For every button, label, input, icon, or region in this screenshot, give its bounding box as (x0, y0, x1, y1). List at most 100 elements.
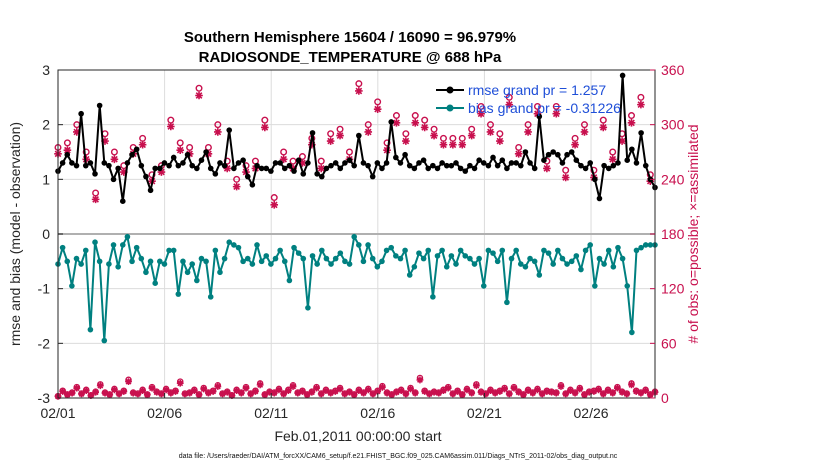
bias-series-point-113 (578, 266, 584, 273)
rmse-series-point-90 (471, 165, 478, 172)
bias-series-point-75 (402, 247, 408, 254)
bottom-obs-assimilated-6 (82, 387, 90, 395)
rmse-series-point-2 (64, 151, 71, 158)
bias-series-point-56 (314, 261, 320, 267)
bottom-obs-assimilated-53 (303, 391, 311, 399)
obs-possible-point-8 (92, 189, 100, 197)
rmse-series-point-111 (568, 149, 575, 155)
rmse-series-point-93 (485, 162, 492, 169)
bottom-obs-assimilated-47 (275, 386, 283, 394)
bottom-obs-assimilated-83 (444, 384, 452, 392)
obs-assimilated-point-92 (486, 128, 495, 136)
rmse-series-point-69 (374, 160, 381, 166)
bias-series-point-124 (629, 329, 635, 336)
bottom-obs-assimilated-73 (397, 387, 405, 395)
rmse-series-point-68 (369, 173, 376, 180)
bias-series-point-30 (194, 277, 200, 284)
obs-assimilated-point-80 (430, 131, 438, 140)
bias-series-point-31 (198, 255, 205, 262)
x-tick-label-1: 02/06 (147, 405, 182, 421)
bias-series-point-122 (619, 255, 626, 262)
bias-series-point-104 (536, 272, 543, 278)
x-axis-label: Feb.01,2011 00:00:00 start (274, 428, 441, 444)
rmse-series-point-99 (513, 160, 519, 166)
rmse-series-point-45 (263, 165, 270, 172)
bottom-obs-assimilated-54 (308, 388, 316, 396)
rmse-series-point-72 (388, 119, 395, 125)
rmse-series-point-89 (467, 162, 473, 169)
rmse-series-point-13 (115, 165, 121, 172)
obs-possible-point-6 (82, 148, 90, 156)
obs-assimilated-point-14 (120, 168, 128, 176)
rmse-series-point-95 (494, 162, 501, 169)
obs-assimilated-point-52 (298, 159, 307, 167)
bias-series-point-42 (249, 261, 256, 267)
rmse-series-point-23 (161, 160, 168, 166)
bottom-obs-assimilated-35 (219, 390, 226, 398)
rmse-series-point-32 (203, 149, 209, 155)
bottom-obs-assimilated-93 (491, 389, 499, 397)
bias-series-point-67 (365, 242, 371, 248)
bias-series-point-52 (295, 250, 302, 256)
obs-assimilated-point-66 (364, 128, 373, 136)
bottom-obs-assimilated-31 (200, 385, 208, 393)
bottom-obs-assimilated-7 (87, 392, 95, 399)
y-left-tick-label-1: -2 (38, 335, 51, 351)
rmse-series-point-53 (300, 171, 307, 177)
bias-series-point-6 (82, 247, 89, 254)
bias-series-line (57, 235, 655, 342)
bottom-obs-assimilated-26 (176, 379, 184, 387)
bias-series-point-37 (226, 239, 233, 245)
rmse-series-point-5 (78, 110, 84, 117)
obs-assimilated-point-8 (91, 195, 100, 204)
rmse-series-point-15 (124, 160, 131, 166)
bottom-obs-assimilated-8 (92, 388, 100, 396)
bottom-obs-assimilated-67 (369, 390, 377, 398)
bottom-obs-assimilated-87 (463, 386, 471, 394)
bias-series-point-73 (393, 253, 399, 259)
obs-assimilated-point-86 (458, 140, 467, 149)
y-left-tick-label-3: 0 (42, 226, 50, 242)
obs-assimilated-point-100 (524, 128, 532, 136)
rmse-series-point-9 (96, 102, 103, 109)
bottom-obs-assimilated-104 (543, 388, 551, 395)
bias-series-point-76 (406, 272, 413, 278)
bottom-obs-assimilated-61 (341, 390, 349, 398)
rmse-series-point-71 (383, 160, 390, 166)
bias-series-point-25 (170, 247, 177, 254)
bias-series-point-82 (434, 253, 441, 259)
bottom-obs-assimilated-9 (96, 382, 104, 390)
bias-series-point-66 (360, 258, 367, 265)
bottom-obs-assimilated-72 (393, 388, 400, 396)
bias-series-point-51 (291, 244, 297, 251)
obs-assimilated-point-32 (204, 150, 213, 158)
bottom-obs-assimilated-12 (111, 386, 118, 394)
rmse-series-point-124 (629, 146, 635, 153)
bias-series-point-110 (564, 261, 570, 267)
rmse-series-point-73 (393, 154, 399, 161)
bias-series-point-59 (328, 261, 334, 267)
bottom-obs-assimilated-79 (425, 390, 433, 398)
rmse-series-point-106 (545, 151, 552, 158)
obs-assimilated-point-64 (355, 87, 363, 95)
bottom-obs-assimilated-117 (604, 387, 612, 395)
bottom-obs-assimilated-101 (529, 389, 537, 397)
rmse-series-point-31 (198, 157, 205, 163)
rmse-series-point-120 (610, 162, 617, 169)
bottom-obs-assimilated-37 (228, 392, 236, 399)
rmse-series-point-126 (638, 130, 644, 136)
bottom-obs-assimilated-59 (331, 388, 339, 395)
obs-assimilated-point-12 (110, 155, 119, 164)
obs-possible-point-48 (280, 148, 288, 156)
obs-possible-point-88 (468, 125, 476, 133)
bias-series-point-9 (96, 258, 103, 265)
obs-assimilated-point-48 (279, 155, 288, 164)
rmse-series-point-112 (573, 157, 580, 163)
rmse-series-point-96 (499, 157, 506, 163)
rmse-series-point-3 (69, 160, 75, 166)
bottom-obs-assimilated-23 (162, 386, 170, 394)
obs-possible-point-56 (317, 157, 325, 165)
bias-series-point-36 (221, 255, 228, 262)
bias-series-point-108 (555, 247, 561, 254)
bias-series-point-35 (217, 269, 223, 276)
